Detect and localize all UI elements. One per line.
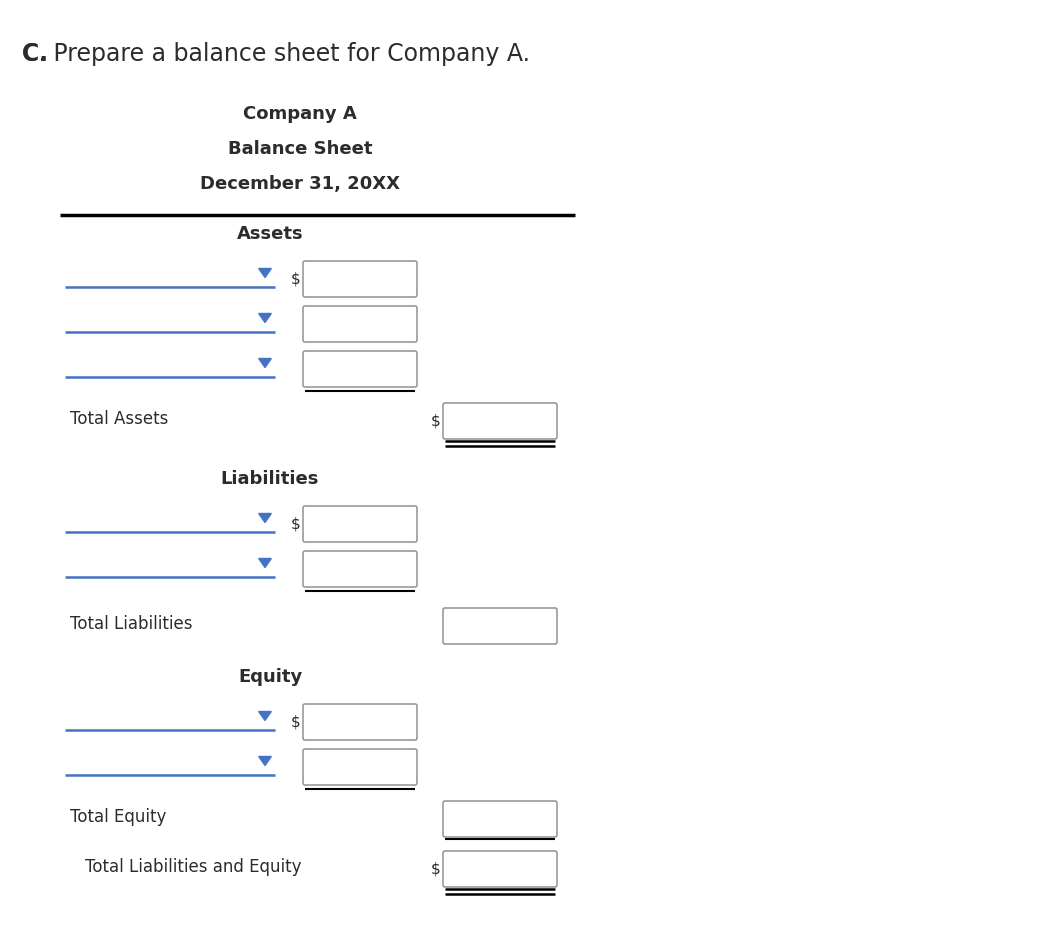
- Polygon shape: [259, 757, 271, 765]
- Polygon shape: [259, 314, 271, 322]
- Text: Equity: Equity: [238, 668, 302, 686]
- Text: Balance Sheet: Balance Sheet: [228, 140, 372, 158]
- Text: Assets: Assets: [236, 225, 304, 243]
- Polygon shape: [259, 358, 271, 368]
- Text: $: $: [290, 714, 300, 729]
- FancyBboxPatch shape: [303, 306, 417, 342]
- Text: Total Equity: Total Equity: [70, 808, 166, 826]
- FancyBboxPatch shape: [303, 704, 417, 740]
- FancyBboxPatch shape: [303, 261, 417, 297]
- FancyBboxPatch shape: [444, 403, 557, 439]
- Text: $: $: [290, 272, 300, 287]
- Text: $: $: [430, 861, 440, 876]
- Text: Liabilities: Liabilities: [221, 470, 320, 488]
- FancyBboxPatch shape: [303, 749, 417, 785]
- Polygon shape: [259, 558, 271, 568]
- Polygon shape: [259, 513, 271, 523]
- Text: December 31, 20XX: December 31, 20XX: [200, 175, 400, 193]
- Polygon shape: [259, 712, 271, 720]
- Text: Company A: Company A: [243, 105, 357, 123]
- Text: Total Liabilities: Total Liabilities: [70, 615, 192, 633]
- Text: $: $: [430, 414, 440, 429]
- FancyBboxPatch shape: [303, 551, 417, 587]
- FancyBboxPatch shape: [444, 851, 557, 887]
- FancyBboxPatch shape: [444, 801, 557, 837]
- FancyBboxPatch shape: [303, 351, 417, 387]
- Text: C.: C.: [22, 42, 57, 66]
- Text: Total Liabilities and Equity: Total Liabilities and Equity: [85, 858, 302, 876]
- Text: Total Assets: Total Assets: [70, 410, 168, 428]
- Text: C. Prepare a balance sheet for Company A.: C. Prepare a balance sheet for Company A…: [22, 42, 530, 66]
- FancyBboxPatch shape: [303, 506, 417, 542]
- Text: $: $: [290, 516, 300, 531]
- FancyBboxPatch shape: [444, 608, 557, 644]
- Polygon shape: [259, 269, 271, 277]
